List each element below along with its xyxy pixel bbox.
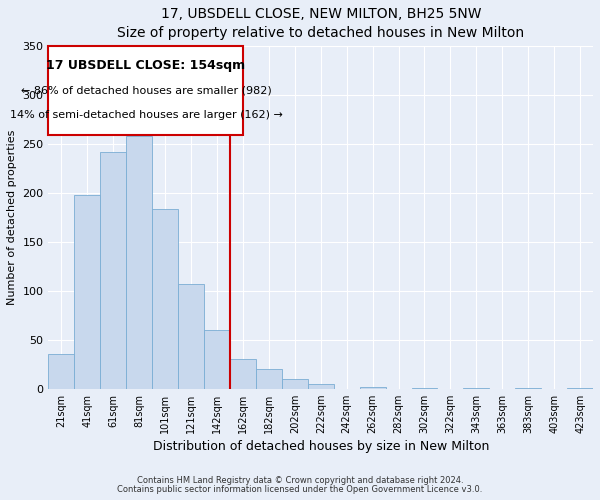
Bar — [308, 384, 334, 389]
Text: Contains public sector information licensed under the Open Government Licence v3: Contains public sector information licen… — [118, 485, 482, 494]
Bar — [230, 360, 256, 389]
Bar — [412, 388, 437, 389]
Bar — [204, 330, 230, 389]
Bar — [100, 152, 126, 389]
Bar — [126, 136, 152, 389]
X-axis label: Distribution of detached houses by size in New Milton: Distribution of detached houses by size … — [152, 440, 489, 453]
Bar — [178, 284, 204, 389]
Text: 14% of semi-detached houses are larger (162) →: 14% of semi-detached houses are larger (… — [10, 110, 283, 120]
Text: ← 86% of detached houses are smaller (982): ← 86% of detached houses are smaller (98… — [20, 86, 271, 96]
Text: 17 UBSDELL CLOSE: 154sqm: 17 UBSDELL CLOSE: 154sqm — [46, 59, 245, 72]
Bar — [282, 379, 308, 389]
Bar — [359, 387, 386, 389]
Bar — [152, 210, 178, 389]
Title: 17, UBSDELL CLOSE, NEW MILTON, BH25 5NW
Size of property relative to detached ho: 17, UBSDELL CLOSE, NEW MILTON, BH25 5NW … — [117, 7, 524, 40]
Bar — [256, 369, 282, 389]
Bar — [49, 354, 74, 389]
Bar — [74, 194, 100, 389]
Y-axis label: Number of detached properties: Number of detached properties — [7, 130, 17, 305]
Bar — [463, 388, 490, 389]
Bar — [567, 388, 593, 389]
Bar — [515, 388, 541, 389]
Text: Contains HM Land Registry data © Crown copyright and database right 2024.: Contains HM Land Registry data © Crown c… — [137, 476, 463, 485]
